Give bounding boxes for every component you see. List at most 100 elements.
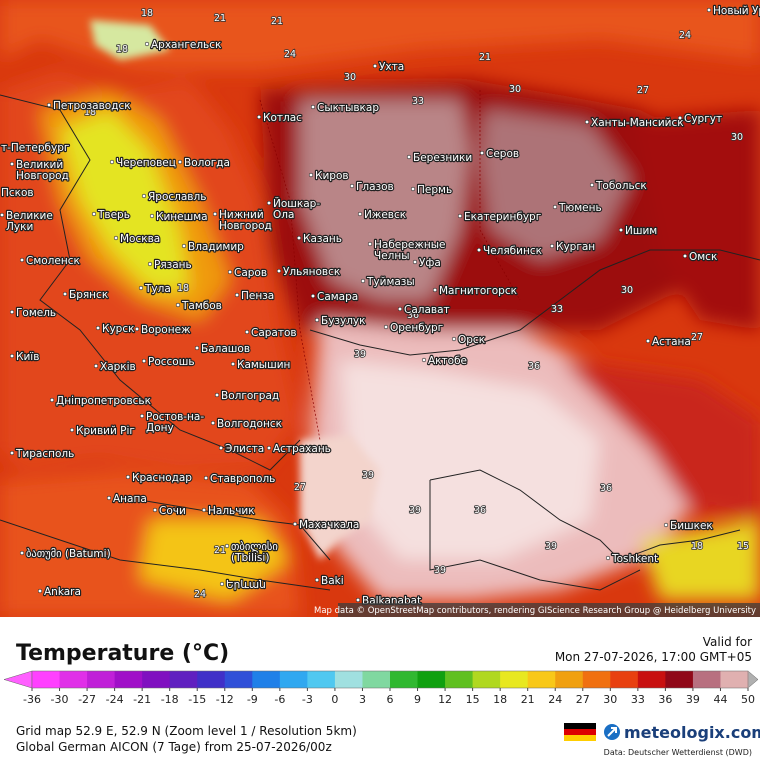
city-dot [109,159,115,165]
isotherm-label: 18 [177,283,189,294]
city-dot [139,413,145,419]
color-scale: -36 -30 -27 -24 -21 -18 -15 -12 -9 -6 -3 0 3 6 9 12 15 18… [3,670,759,706]
city-label: Пермь [417,184,452,196]
scale-swatch [197,671,226,688]
scale-tick-label: 3 [359,693,366,706]
city-label: Оренбург [390,322,443,334]
city-dot [589,182,595,188]
city-label: Салават [404,304,450,316]
scale-swatch [142,671,171,688]
city-dot [95,325,101,331]
scale-swatch [59,671,88,688]
city-label: Тюмень [558,202,602,214]
city-dot [46,102,52,108]
isotherm-label: 39 [354,349,366,360]
map-area: 18 21 21 24 21 24 27 30 33 30 18 36 39 36 39 36 36 39 39 39… [0,0,760,617]
city-dot [138,285,144,291]
city-dot [314,317,320,323]
city-dot [451,336,457,342]
city-dot [106,495,112,501]
city-label: Москва [120,233,160,245]
city-label: Тула [144,283,171,295]
isotherm-label: 39 [409,505,421,516]
scale-tick-label: 12 [438,693,452,706]
city-label: Элиста [225,443,264,455]
logo-arrow [607,727,617,737]
city-dot [406,154,412,160]
city-dot [479,150,485,156]
isotherm-label: 33 [551,304,563,315]
city-label: Камышин [237,359,290,371]
city-label: Новый Ур [713,5,760,17]
city-dot [308,172,314,178]
city-dot [210,420,216,426]
isotherm-label: 39 [434,565,446,576]
city-dot [19,550,25,556]
brand[interactable]: meteologix.com [624,723,760,742]
isotherm-label: 27 [691,332,703,343]
city-label: Ankara [44,586,81,598]
scale-swatch [279,671,308,688]
city-dot [266,200,272,206]
city-label: Котлас [263,112,302,124]
city-label: Челябинск [483,245,542,257]
city-dot [9,309,15,315]
city-label: Курган [556,241,595,253]
city-label: Ханты-Мансийск [591,117,684,129]
scale-tick-label: 18 [493,693,507,706]
city-label: Туймазы [366,276,415,288]
isotherm-label: 30 [621,285,633,296]
city-label: Ухта [379,61,404,73]
scale-swatch [610,671,639,688]
city-label: Пенза [241,290,274,302]
city-label: Череповец [116,157,176,169]
city-label: Сургут [684,113,722,125]
isotherm-label: 36 [600,483,612,494]
city-label: Серов [486,148,519,160]
isotherm-label: 18 [84,107,96,118]
city-dot [682,253,688,259]
city-dot [605,555,611,561]
city-label: Воронеж [141,324,191,336]
city-label: Магнитогорск [439,285,517,297]
grid-info: Grid map 52.9 E, 52.9 N (Zoom level 1 / … [16,724,357,738]
scale-tick-label: 33 [631,693,645,706]
scale-swatch [500,671,529,688]
scale-tick-label: 36 [658,693,672,706]
city-label: Кривий Ріг [76,425,135,437]
scale-tick-label: -3 [302,693,313,706]
city-dot [144,41,150,47]
city-dot [212,211,218,217]
city-dot [227,269,233,275]
city-label: Актобе [428,355,467,367]
city-dot [706,7,712,13]
city-label: Саратов [251,327,297,339]
scale-swatch [334,671,363,688]
city-dot [549,243,555,249]
isotherm-label: 15 [737,541,749,552]
isotherm-label: 24 [679,30,691,41]
city-label: Казань [303,233,342,245]
valid-label: Valid for [703,635,752,649]
city-dot [219,581,225,587]
city-label: Великий Новгород [16,159,69,182]
city-dot [141,358,147,364]
scale-swatch [32,671,61,688]
city-dot [256,114,262,120]
scale-tick-label: 30 [603,693,617,706]
scale-tick-label: 39 [686,693,700,706]
city-label: Йошкар-Ола [273,197,320,221]
scale-swatch [445,671,474,688]
water-bodies [90,20,380,560]
city-dot [310,104,316,110]
city-dot [19,257,25,263]
city-label: Ярославль [148,191,206,203]
city-label: Астана [652,336,691,348]
city-dot [125,474,131,480]
city-dot [9,161,15,167]
city-dot [230,361,236,367]
city-dot [201,507,207,513]
isotherm-label: 30 [731,132,743,143]
city-label: Анапа [113,493,147,505]
city-dot [91,211,97,217]
